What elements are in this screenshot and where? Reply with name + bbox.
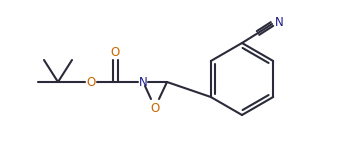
Text: N: N <box>275 16 283 29</box>
Text: O: O <box>150 101 160 114</box>
Text: N: N <box>139 76 147 88</box>
Text: O: O <box>87 76 96 88</box>
Text: O: O <box>110 47 119 59</box>
